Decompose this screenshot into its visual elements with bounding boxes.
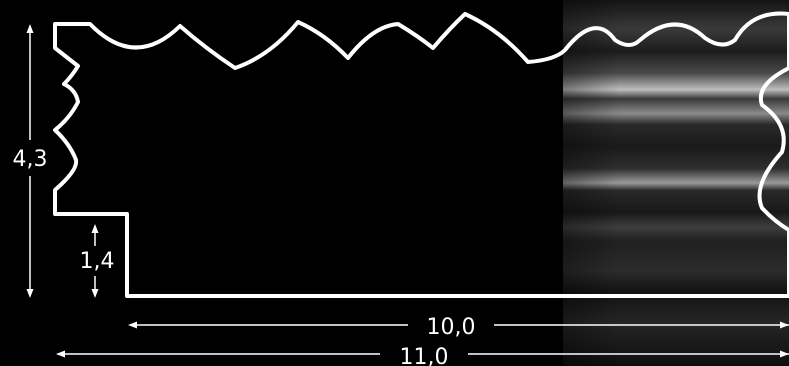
arrowhead-up-icon	[26, 24, 34, 33]
arrowhead-left-icon	[56, 350, 65, 358]
moulding-photo	[563, 0, 789, 366]
arrowhead-right-icon	[780, 321, 789, 329]
dimension-inner-width: 10,0	[128, 315, 789, 340]
dimension-total-height: 4,3	[13, 24, 48, 298]
arrowhead-up-icon	[91, 224, 99, 233]
arrowhead-left-icon	[128, 321, 137, 329]
dimension-total-width: 11,0	[56, 345, 789, 366]
dimension-step-height: 1,4	[80, 224, 115, 298]
arrowhead-down-icon	[91, 289, 99, 298]
total-height-label: 4,3	[13, 147, 48, 172]
frame-profile-outline	[53, 11, 789, 298]
arrowhead-right-icon	[780, 350, 789, 358]
step-height-label: 1,4	[80, 249, 115, 274]
inner-width-label: 10,0	[427, 315, 476, 340]
arrowhead-down-icon	[26, 289, 34, 298]
total-width-label: 11,0	[400, 345, 449, 366]
